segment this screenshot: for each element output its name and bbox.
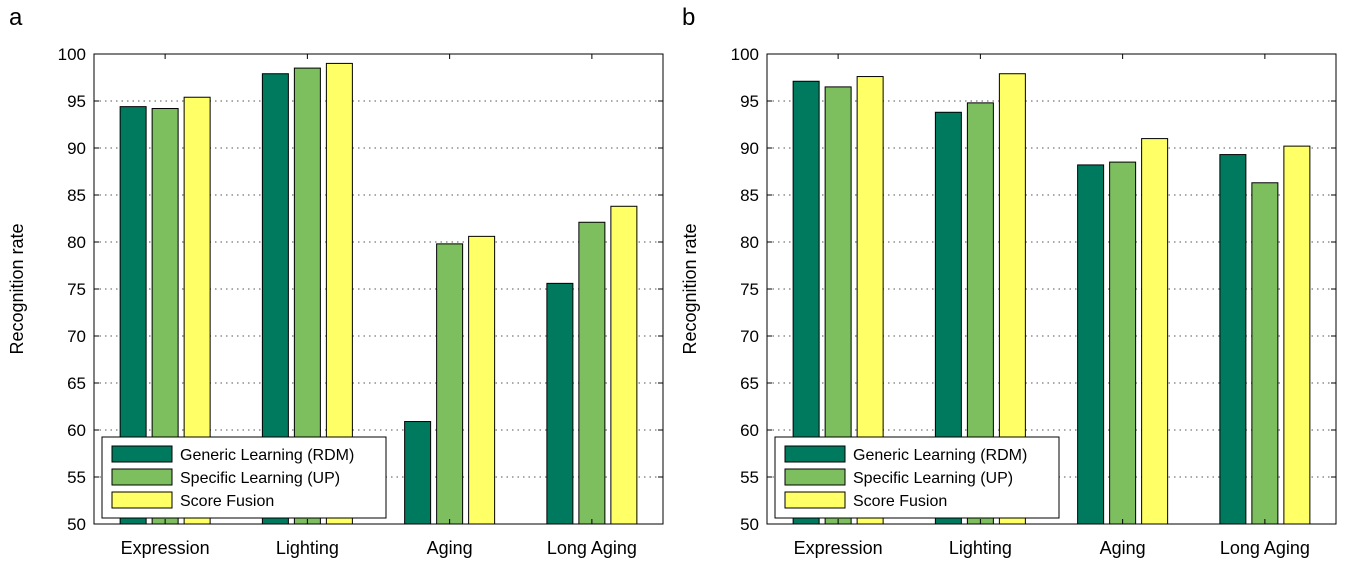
bar [1219, 154, 1247, 525]
bar [1141, 138, 1169, 525]
bar [1109, 161, 1137, 525]
y-tick-label: 75 [740, 280, 759, 299]
y-tick-label: 70 [740, 327, 759, 346]
x-tick-label: Aging [427, 538, 473, 558]
legend-label: Score Fusion [853, 493, 947, 510]
y-tick-label: 85 [740, 186, 759, 205]
legend-swatch [784, 491, 846, 509]
bar [610, 205, 638, 525]
bar [1077, 164, 1105, 525]
legend-swatch [111, 468, 173, 486]
y-axis-label: Recognition rate [680, 223, 700, 354]
bar [1251, 182, 1279, 525]
y-tick-label: 100 [58, 45, 86, 64]
legend-label: Specific Learning (UP) [180, 470, 340, 487]
y-tick-label: 90 [740, 139, 759, 158]
x-tick-label: Expression [121, 538, 210, 558]
legend-label: Generic Learning (RDM) [180, 447, 354, 464]
bar [468, 235, 496, 525]
panel-label: a [9, 4, 23, 31]
bar [436, 243, 464, 525]
legend-swatch [111, 491, 173, 509]
y-tick-label: 70 [67, 327, 86, 346]
x-tick-label: Lighting [276, 538, 339, 558]
bar [404, 421, 432, 525]
y-tick-label: 65 [740, 374, 759, 393]
legend-swatch [784, 445, 846, 463]
bar-chart-b: 50 55 60 65 70 75 80 85 90 95 100 Expression Lightin… [680, 45, 1337, 558]
chart-panel-b: b 50 55 60 65 70 75 80 85 90 95 100 Expression Light… [673, 0, 1346, 562]
bar [578, 221, 606, 525]
x-tick-label: Lighting [949, 538, 1012, 558]
y-tick-label: 85 [67, 186, 86, 205]
y-axis-label: Recognition rate [7, 223, 27, 354]
y-tick-label: 60 [740, 421, 759, 440]
x-tick-label: Long Aging [1220, 538, 1310, 558]
y-tick-label: 95 [67, 92, 86, 111]
y-tick-label: 80 [740, 233, 759, 252]
legend-label: Score Fusion [180, 493, 274, 510]
legend-label: Generic Learning (RDM) [853, 447, 1027, 464]
y-tick-label: 65 [67, 374, 86, 393]
x-tick-label: Expression [794, 538, 883, 558]
y-tick-label: 50 [740, 515, 759, 534]
y-tick-label: 80 [67, 233, 86, 252]
bar [546, 282, 574, 525]
legend-swatch [784, 468, 846, 486]
y-tick-label: 55 [740, 468, 759, 487]
y-tick-label: 100 [731, 45, 759, 64]
y-tick-label: 55 [67, 468, 86, 487]
y-tick-label: 50 [67, 515, 86, 534]
bar-chart-a: 50 55 60 65 70 75 80 85 90 95 100 Expression Lightin… [7, 45, 664, 558]
legend-swatch [111, 445, 173, 463]
panel-label: b [682, 4, 696, 31]
legend-label: Specific Learning (UP) [853, 470, 1013, 487]
y-tick-label: 75 [67, 280, 86, 299]
y-tick-label: 90 [67, 139, 86, 158]
y-tick-label: 60 [67, 421, 86, 440]
x-tick-label: Long Aging [547, 538, 637, 558]
y-tick-label: 95 [740, 92, 759, 111]
chart-panel-a: a 50 55 60 65 70 75 80 85 90 95 100 Expression Light… [7, 4, 664, 558]
x-tick-label: Aging [1100, 538, 1146, 558]
bar [1283, 145, 1311, 525]
